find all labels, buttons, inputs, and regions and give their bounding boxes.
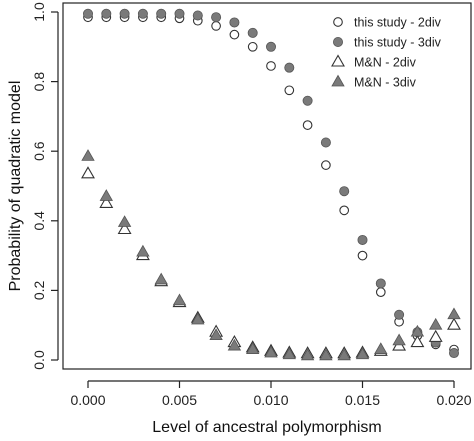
data-point bbox=[410, 334, 425, 348]
data-point bbox=[209, 328, 223, 341]
data-point bbox=[156, 8, 167, 19]
y-tick-label: 0.0 bbox=[31, 350, 47, 370]
data-point bbox=[410, 324, 425, 337]
data-point bbox=[229, 29, 240, 40]
data-point bbox=[99, 195, 114, 208]
data-point bbox=[337, 348, 351, 361]
data-point bbox=[264, 345, 278, 358]
data-point bbox=[284, 85, 295, 96]
x-axis: 0.000 0.005 0.010 0.015 0.020 bbox=[70, 380, 472, 408]
data-point bbox=[83, 8, 94, 19]
legend-label: this study - 3div bbox=[354, 36, 442, 50]
data-point bbox=[172, 293, 187, 306]
data-point bbox=[119, 8, 130, 19]
x-axis-title: Level of ancestral polymorphism bbox=[152, 419, 381, 436]
data-point bbox=[136, 244, 150, 257]
data-point bbox=[211, 21, 221, 31]
data-point bbox=[339, 205, 350, 216]
x-tick-label: 0.005 bbox=[162, 392, 197, 408]
data-point bbox=[302, 120, 313, 130]
data-point bbox=[321, 160, 331, 170]
data-point bbox=[137, 8, 148, 19]
data-point bbox=[117, 215, 132, 227]
legend-marker bbox=[333, 17, 343, 27]
data-point bbox=[247, 41, 258, 52]
data-point bbox=[375, 287, 386, 297]
data-point bbox=[246, 342, 260, 354]
data-point bbox=[284, 62, 295, 73]
data-point bbox=[300, 348, 315, 361]
data-point bbox=[81, 149, 95, 161]
data-point bbox=[192, 10, 203, 21]
data-point bbox=[117, 221, 132, 235]
data-point bbox=[282, 347, 296, 360]
data-point bbox=[357, 250, 368, 261]
x-tick-label: 0.010 bbox=[253, 392, 288, 408]
y-tick-label: 0.4 bbox=[31, 211, 47, 231]
data-point bbox=[320, 137, 331, 148]
data-point bbox=[355, 347, 370, 360]
data-point bbox=[101, 8, 112, 19]
series-3 bbox=[81, 149, 461, 361]
data-points bbox=[81, 8, 461, 361]
x-tick-label: 0.015 bbox=[345, 392, 380, 408]
data-point bbox=[447, 317, 461, 330]
data-point bbox=[99, 189, 113, 201]
data-point bbox=[375, 278, 386, 289]
legend-label: M&N - 2div bbox=[354, 56, 417, 70]
data-point bbox=[174, 8, 185, 19]
data-point bbox=[448, 348, 459, 359]
data-point bbox=[374, 342, 388, 354]
data-point bbox=[428, 329, 443, 342]
data-point bbox=[429, 317, 443, 330]
y-tick-label: 0.8 bbox=[31, 72, 47, 92]
data-point bbox=[394, 309, 405, 320]
data-point bbox=[357, 234, 368, 245]
data-point bbox=[154, 272, 168, 285]
data-point bbox=[227, 338, 242, 351]
legend-label: M&N - 3div bbox=[354, 76, 417, 90]
data-point bbox=[266, 61, 276, 71]
legend-marker bbox=[331, 74, 345, 87]
y-tick-label: 0.2 bbox=[31, 280, 47, 300]
legend-marker bbox=[331, 54, 345, 67]
y-axis-title: Probability of quadratic model bbox=[7, 81, 24, 292]
data-point bbox=[447, 307, 461, 320]
legend-marker bbox=[332, 37, 343, 48]
data-point bbox=[302, 95, 313, 106]
data-point bbox=[211, 12, 222, 23]
legend: this study - 2div this study - 3div M&N - … bbox=[331, 16, 442, 90]
data-point bbox=[191, 312, 205, 325]
data-point bbox=[392, 333, 406, 346]
x-tick-label: 0.000 bbox=[70, 392, 105, 408]
data-point bbox=[319, 348, 333, 361]
y-tick-label: 0.6 bbox=[31, 141, 47, 161]
y-tick-label: 1.0 bbox=[31, 2, 47, 22]
y-axis: 0.0 0.2 0.4 0.6 0.8 1.0 bbox=[31, 2, 59, 370]
data-point bbox=[229, 17, 240, 28]
data-point bbox=[265, 41, 276, 52]
legend-label: this study - 2div bbox=[354, 16, 442, 30]
plot-frame bbox=[62, 2, 472, 370]
x-tick-label: 0.020 bbox=[436, 392, 471, 408]
series-2 bbox=[81, 166, 461, 359]
data-point bbox=[247, 27, 258, 38]
data-point bbox=[81, 166, 95, 179]
data-point bbox=[339, 186, 350, 197]
